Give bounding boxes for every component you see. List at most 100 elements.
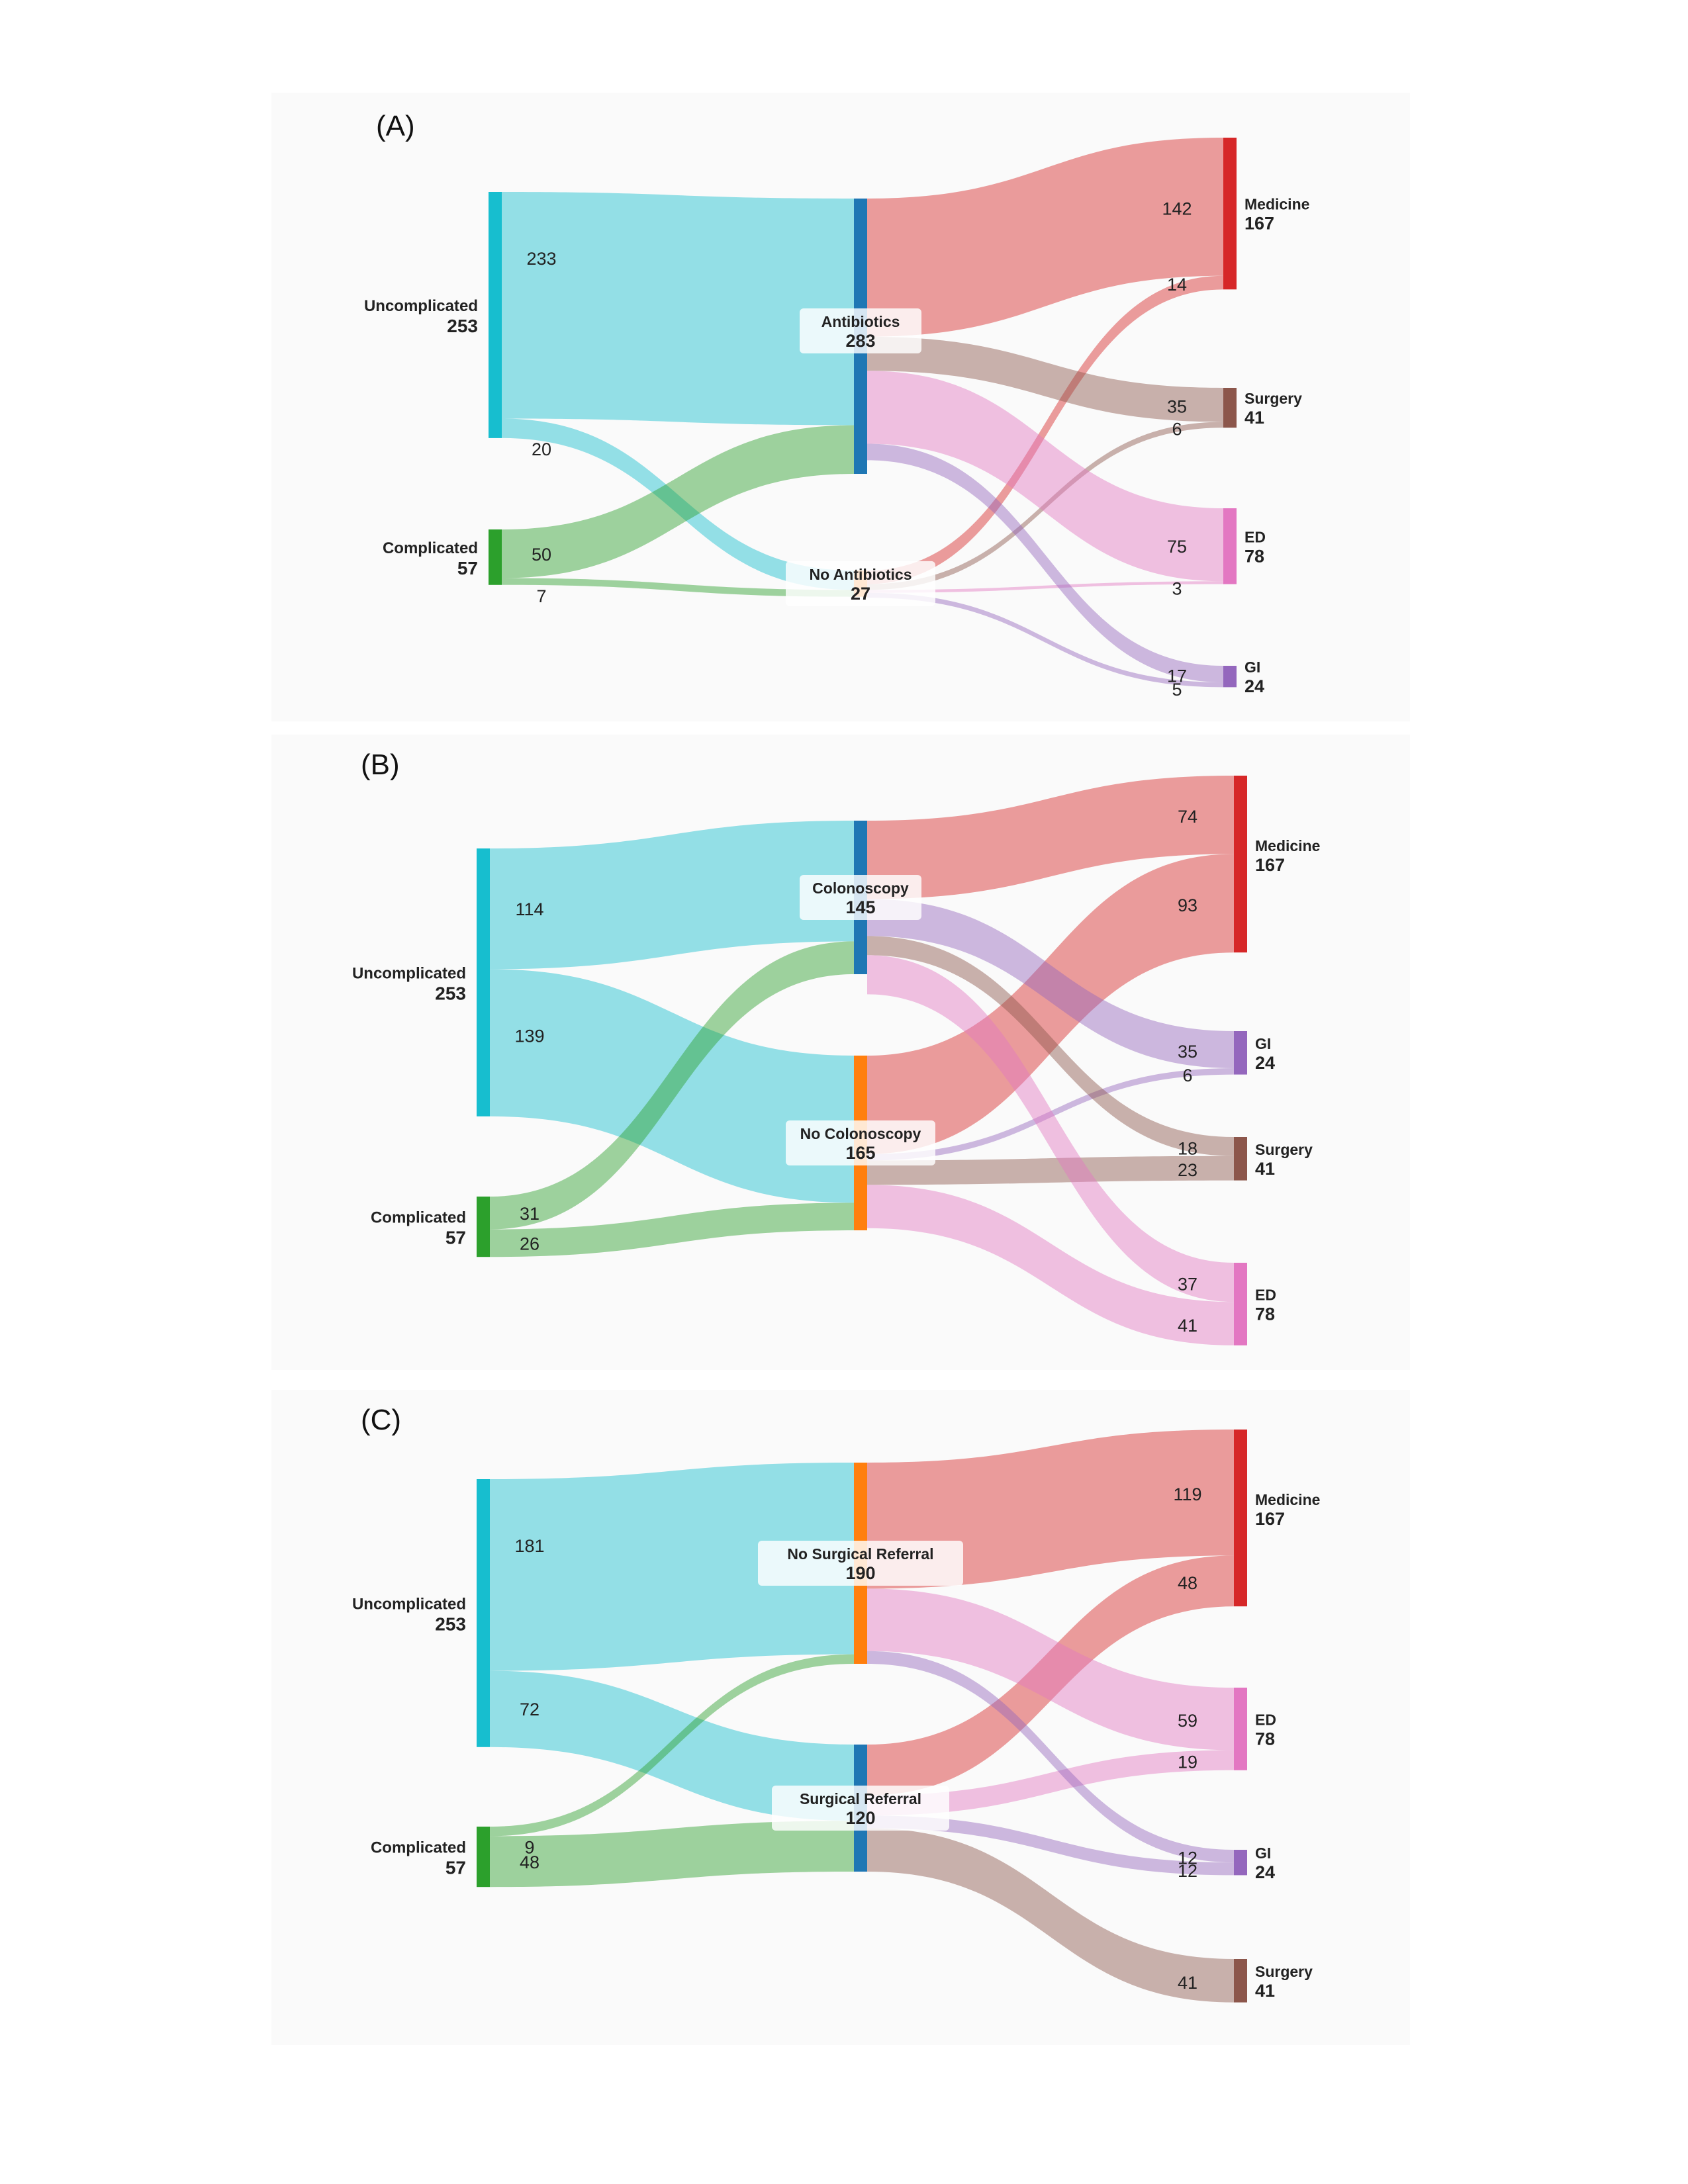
node-medicine bbox=[1234, 1430, 1247, 1607]
node-label-comp: Complicated bbox=[383, 539, 478, 557]
node-label-comp: Complicated bbox=[371, 1209, 466, 1227]
flow-link-m1-surg bbox=[867, 336, 1223, 422]
flow-value-label: 6 bbox=[1172, 419, 1182, 439]
node-medicine bbox=[1234, 776, 1247, 953]
node-value-m1: 190 bbox=[845, 1563, 875, 1583]
node-value-m2: 120 bbox=[845, 1808, 875, 1828]
flow-link-m1-gi bbox=[867, 899, 1234, 1068]
node-gi bbox=[1234, 1850, 1247, 1876]
node-value-surg: 41 bbox=[1255, 1159, 1275, 1179]
node-value-med: 167 bbox=[1255, 855, 1285, 875]
node-value-unc: 253 bbox=[435, 1614, 466, 1634]
node-label-unc: Uncomplicated bbox=[352, 1595, 466, 1613]
node-value-comp: 57 bbox=[445, 1228, 466, 1248]
node-ed bbox=[1234, 1688, 1247, 1770]
flow-link-m1-gi bbox=[867, 443, 1223, 682]
node-medicine bbox=[1223, 138, 1237, 290]
node-value-surg: 41 bbox=[1255, 1981, 1275, 2001]
flow-value-label: 72 bbox=[520, 1700, 539, 1719]
node-value-gi: 24 bbox=[1255, 1862, 1275, 1882]
flow-value-label: 6 bbox=[1182, 1066, 1192, 1085]
node-label-ed: ED bbox=[1244, 528, 1266, 545]
node-label-box-m1 bbox=[800, 308, 921, 353]
flow-link-comp-m1 bbox=[502, 425, 854, 578]
flow-link-m1-surg bbox=[867, 936, 1234, 1156]
flow-value-label: 19 bbox=[1178, 1752, 1197, 1772]
flow-link-comp-m1 bbox=[490, 1654, 854, 1837]
node-label-surg: Surgery bbox=[1255, 1963, 1313, 1980]
flow-value-label: 233 bbox=[526, 249, 556, 269]
node-label-surg: Surgery bbox=[1244, 390, 1302, 407]
node-label-gi: GI bbox=[1244, 659, 1260, 676]
flow-value-label: 142 bbox=[1162, 199, 1192, 218]
flow-value-label: 5 bbox=[1172, 680, 1182, 700]
node-value-m2: 27 bbox=[851, 584, 870, 604]
flow-link-m2-surg bbox=[867, 422, 1223, 590]
flow-value-label: 59 bbox=[1178, 1711, 1197, 1731]
node-label-m1: Colonoscopy bbox=[812, 880, 909, 897]
flow-link-m2-surg bbox=[867, 1156, 1234, 1185]
flow-value-label: 75 bbox=[1167, 537, 1187, 557]
node-uncomplicated bbox=[477, 1479, 490, 1747]
flow-value-label: 18 bbox=[1178, 1138, 1197, 1158]
node-value-unc: 253 bbox=[435, 983, 466, 1003]
flow-link-m2-med bbox=[867, 854, 1234, 1154]
flow-link-m1-ed bbox=[867, 955, 1234, 1302]
flow-link-m2-med bbox=[867, 1555, 1234, 1796]
node-value-ed: 78 bbox=[1255, 1729, 1275, 1749]
node-label-box-m1 bbox=[758, 1541, 963, 1586]
flow-value-label: 20 bbox=[532, 439, 551, 459]
flow-link-m1-med bbox=[867, 138, 1223, 337]
node-complicated bbox=[477, 1827, 490, 1888]
flow-value-label: 12 bbox=[1178, 1848, 1197, 1868]
node-value-gi: 24 bbox=[1244, 676, 1264, 696]
flow-value-label: 48 bbox=[1178, 1573, 1197, 1593]
flow-value-label: 12 bbox=[1178, 1861, 1197, 1881]
flow-value-label: 35 bbox=[1178, 1042, 1197, 1062]
panel-label: (B) bbox=[361, 749, 400, 781]
node-value-med: 167 bbox=[1255, 1509, 1285, 1529]
node-label-ed: ED bbox=[1255, 1286, 1276, 1303]
node-complicated bbox=[489, 529, 502, 585]
node-value-med: 167 bbox=[1244, 214, 1274, 234]
flow-value-label: 26 bbox=[520, 1234, 539, 1253]
node-label-unc: Uncomplicated bbox=[352, 964, 466, 982]
flow-value-label: 93 bbox=[1178, 895, 1197, 915]
node-label-box-m1 bbox=[800, 875, 921, 920]
node-label-med: Medicine bbox=[1255, 837, 1320, 854]
flow-link-m1-gi bbox=[867, 1651, 1234, 1863]
flow-link-unc-m1 bbox=[502, 192, 854, 426]
node-label-box-m2 bbox=[786, 1120, 935, 1165]
node-ed bbox=[1223, 508, 1237, 584]
node-uncomplicated bbox=[477, 848, 490, 1116]
flow-link-comp-m2 bbox=[490, 1203, 854, 1257]
node-label-box-m2 bbox=[772, 1786, 949, 1831]
node-complicated bbox=[477, 1197, 490, 1257]
node-gi bbox=[1234, 1031, 1247, 1075]
flow-value-label: 37 bbox=[1178, 1275, 1197, 1295]
node-ed bbox=[1234, 1263, 1247, 1345]
flow-value-label: 181 bbox=[514, 1536, 544, 1556]
flow-value-label: 3 bbox=[1172, 578, 1182, 598]
flow-value-label: 119 bbox=[1173, 1484, 1201, 1504]
node-surgery bbox=[1234, 1137, 1247, 1181]
node-gi bbox=[1223, 666, 1237, 688]
flow-value-label: 23 bbox=[1178, 1160, 1197, 1180]
node-label-ed: ED bbox=[1255, 1711, 1276, 1728]
node-surgery bbox=[1223, 388, 1237, 428]
node-label-m1: Antibiotics bbox=[821, 313, 900, 330]
node-value-surg: 41 bbox=[1244, 408, 1264, 428]
flow-link-unc-m2 bbox=[490, 1670, 854, 1821]
node-label-gi: GI bbox=[1255, 1844, 1271, 1862]
flow-link-m1-ed bbox=[867, 1588, 1234, 1751]
flow-value-label: 74 bbox=[1178, 807, 1197, 827]
node-value-comp: 57 bbox=[445, 1858, 466, 1878]
flow-link-unc-m1 bbox=[490, 821, 854, 970]
flow-link-unc-m2 bbox=[490, 969, 854, 1203]
flow-link-unc-m1 bbox=[490, 1463, 854, 1671]
panel-c-background bbox=[271, 1390, 1410, 2045]
panel-b-background bbox=[271, 735, 1410, 1370]
